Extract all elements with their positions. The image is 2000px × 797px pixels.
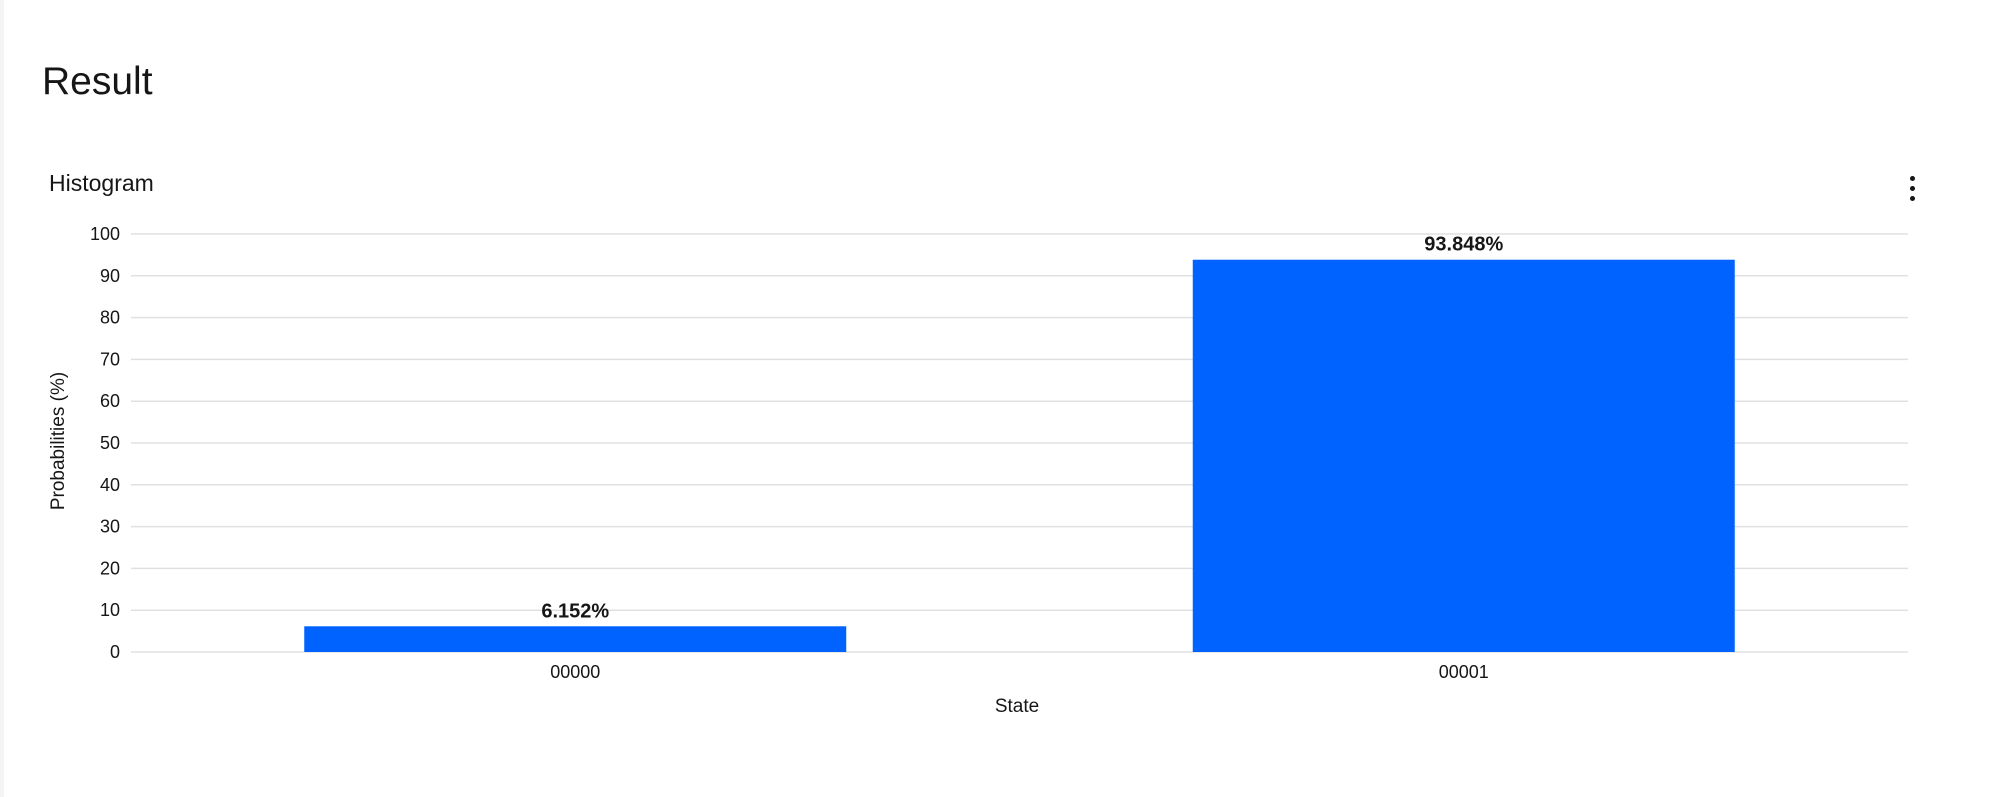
page-title: Result xyxy=(42,60,153,103)
data-label-00001: 93.848% xyxy=(1424,234,1503,256)
x-axis-title: State xyxy=(995,696,1039,717)
result-panel: Result Histogram 0 10 20 30 40 50 60 70 80 90 100 6… xyxy=(4,0,2000,797)
y-tick-label: 100 xyxy=(90,224,120,244)
y-tick-label: 80 xyxy=(100,308,120,328)
overflow-menu-icon xyxy=(1909,195,1915,201)
y-tick-label: 50 xyxy=(100,433,120,453)
bar-00001[interactable] xyxy=(1192,259,1735,652)
overflow-menu-button[interactable] xyxy=(1896,168,1928,208)
y-tick-label: 40 xyxy=(100,475,120,495)
y-tick-label: 0 xyxy=(110,642,120,662)
overflow-menu-icon xyxy=(1909,185,1915,191)
chart-title: Histogram xyxy=(49,170,154,196)
histogram-chart: 0 10 20 30 40 50 60 70 80 90 100 6.152% 00000 93.848%… xyxy=(48,224,1908,717)
y-axis-title: Probabilities (%) xyxy=(48,372,69,510)
bar-layer xyxy=(304,259,1735,652)
bar-00000[interactable] xyxy=(304,626,847,652)
data-label-00000: 6.152% xyxy=(541,600,609,622)
y-tick-label: 70 xyxy=(100,349,120,369)
x-tick-label-00001: 00001 xyxy=(1439,662,1489,682)
y-tick-label: 60 xyxy=(100,391,120,411)
x-tick-label-00000: 00000 xyxy=(550,662,600,682)
y-tick-label: 30 xyxy=(100,517,120,537)
overflow-menu-icon xyxy=(1909,175,1915,181)
label-layer: 0 10 20 30 40 50 60 70 80 90 100 6.152% 00000 93.848%… xyxy=(90,224,1503,682)
y-tick-label: 20 xyxy=(100,558,120,578)
y-tick-label: 90 xyxy=(100,266,120,286)
y-tick-label: 10 xyxy=(100,600,120,620)
